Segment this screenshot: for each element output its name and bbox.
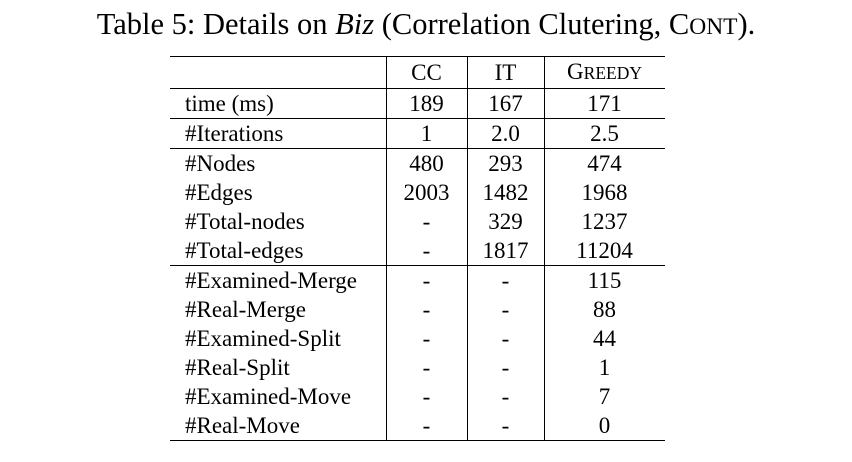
cell-cc: 480 — [385, 148, 467, 178]
cell-greedy: 1968 — [543, 178, 665, 207]
cell-greedy: 171 — [543, 88, 665, 119]
cell-cc: - — [385, 353, 467, 382]
table-caption: Table 5: Details on Biz (Correlation Clu… — [0, 2, 852, 49]
cell-it: - — [466, 324, 544, 353]
cell-it: 1817 — [466, 236, 544, 266]
table-row: time (ms) 189 167 171 — [170, 88, 665, 119]
cell-cc: 2003 — [385, 178, 467, 207]
caption-suffix: ). — [737, 7, 756, 41]
table-row: #Edges 2003 1482 1968 — [170, 178, 665, 207]
cell-greedy: 474 — [543, 148, 665, 178]
row-label: #Real-Split — [185, 354, 290, 380]
cell-it: 1482 — [466, 178, 544, 207]
cell-cc: - — [385, 265, 467, 295]
row-label: #Total-edges — [185, 237, 304, 263]
details-table: CC IT GREEDY time (ms) 189 167 171 #Iteratio… — [170, 56, 665, 441]
row-label: #Total-nodes — [185, 208, 305, 234]
cell-cc: - — [385, 207, 467, 236]
cell-cc: 1 — [385, 118, 467, 149]
cell-greedy: 2.5 — [543, 118, 665, 149]
row-label: time (ms) — [170, 88, 386, 119]
row-label: #Real-Move — [170, 411, 386, 441]
table-row: #Nodes 480 293 474 — [170, 148, 665, 178]
caption-dataset: Biz — [335, 7, 375, 41]
table-row: #Real-Move - -0 — [170, 411, 665, 441]
cell-cc: - — [385, 236, 467, 266]
header-cc: CC — [385, 56, 467, 89]
cell-greedy: 0 — [543, 411, 665, 441]
row-label: #Examined-Merge — [170, 265, 386, 295]
table-row: #Examined-Move - -7 — [170, 382, 665, 411]
row-label: #Examined-Move — [185, 383, 352, 409]
row-label: #Edges — [185, 179, 253, 205]
table-row: #Iterations 1 2.0 2.5 — [170, 118, 665, 149]
row-label: #Real-Merge — [185, 296, 306, 322]
cell-cc: - — [385, 295, 467, 324]
cell-it: - — [466, 295, 544, 324]
cell-cc: - — [385, 324, 467, 353]
row-label: #Nodes — [170, 148, 386, 178]
cell-greedy: 1 — [543, 353, 665, 382]
row-label: #Iterations — [170, 118, 386, 149]
cell-it: - — [466, 382, 544, 411]
cell-it: 293 — [466, 148, 544, 178]
header-label-cell — [170, 56, 386, 89]
cell-it: 167 — [466, 88, 544, 119]
cell-greedy: 11204 — [543, 236, 665, 266]
cell-cc: - — [385, 382, 467, 411]
table-row: #Total-nodes -329 1237 — [170, 207, 665, 236]
caption-middle: (Correlation Clutering, C — [374, 7, 690, 41]
caption-prefix: Table 5: Details on — [96, 7, 336, 41]
cell-greedy: 44 — [543, 324, 665, 353]
cell-cc: - — [385, 411, 467, 441]
caption-smallcaps: ONT — [689, 14, 738, 40]
table-row: #Real-Split - -1 — [170, 353, 665, 382]
cell-cc: 189 — [385, 88, 467, 119]
cell-it: 329 — [466, 207, 544, 236]
table-row: #Total-edges -1817 11204 — [170, 236, 665, 266]
cell-it: 2.0 — [466, 118, 544, 149]
table-header-row: CC IT GREEDY — [170, 56, 665, 89]
cell-it: - — [466, 265, 544, 295]
row-label: #Examined-Split — [185, 325, 341, 351]
cell-greedy: 7 — [543, 382, 665, 411]
table-body: time (ms) 189 167 171 #Iterations 1 2.0 2.5 #Nod… — [170, 88, 665, 441]
cell-greedy: 88 — [543, 295, 665, 324]
cell-it: - — [466, 353, 544, 382]
cell-greedy: 1237 — [543, 207, 665, 236]
table-row: #Examined-Merge - -115 — [170, 265, 665, 295]
header-it: IT — [466, 56, 544, 89]
header-greedy: GREEDY — [543, 56, 665, 89]
table-row: #Real-Merge - -88 — [170, 295, 665, 324]
cell-it: - — [466, 411, 544, 441]
table-row: #Examined-Split - -44 — [170, 324, 665, 353]
cell-greedy: 115 — [543, 265, 665, 295]
